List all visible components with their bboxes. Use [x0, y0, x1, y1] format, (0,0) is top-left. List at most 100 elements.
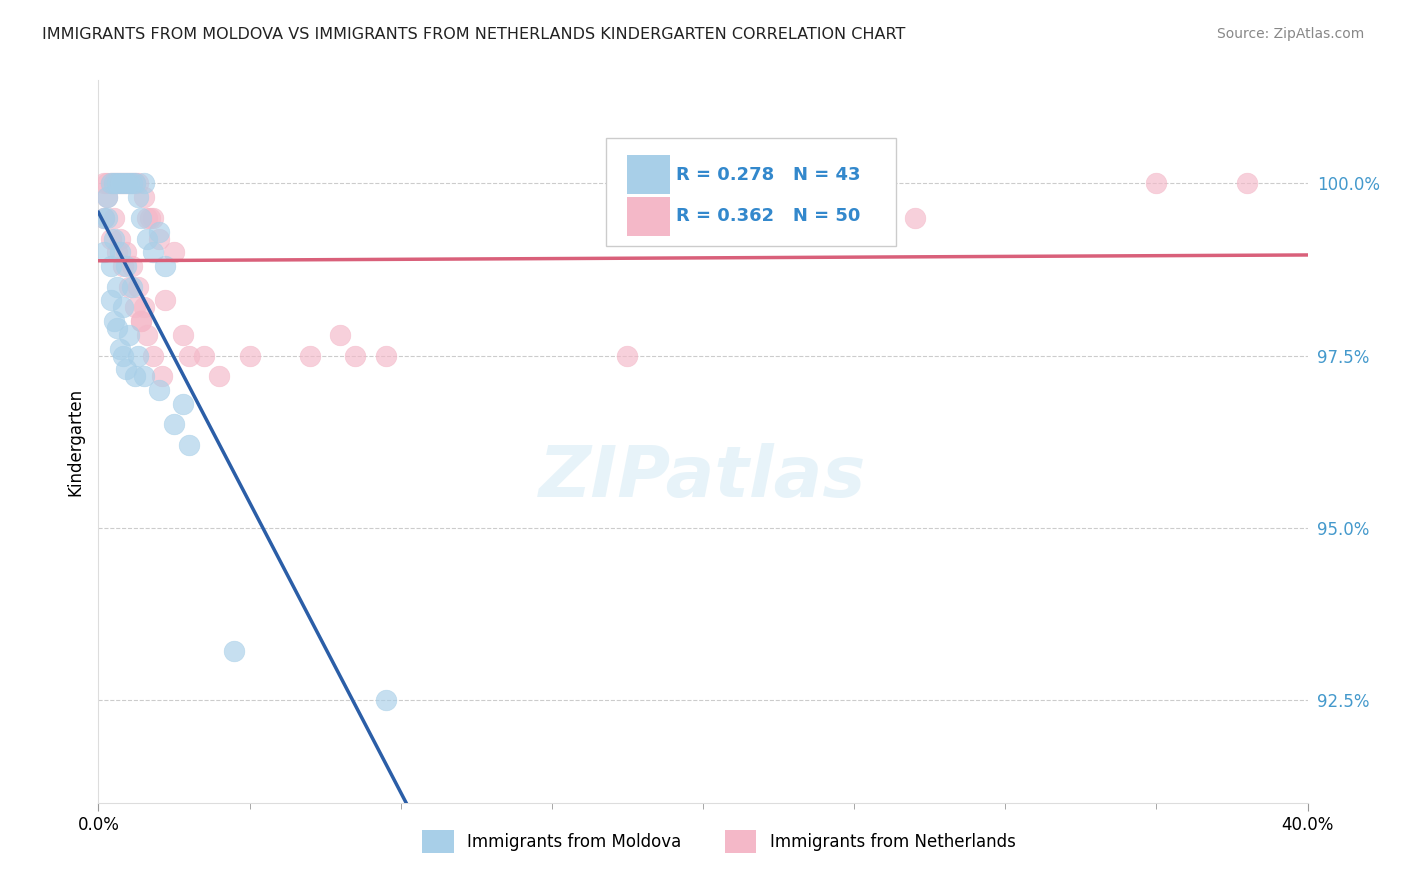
FancyBboxPatch shape [627, 155, 671, 194]
Point [179, 438, 201, 452]
Point [135, 327, 157, 342]
Point [111, 301, 134, 315]
Point [224, 644, 246, 658]
FancyBboxPatch shape [627, 196, 671, 235]
Point [374, 692, 396, 706]
Point [148, 225, 170, 239]
Point [100, 177, 122, 191]
Point [121, 279, 143, 293]
Point [124, 301, 146, 315]
Point [150, 369, 173, 384]
Point [105, 321, 128, 335]
Point [118, 177, 141, 191]
Point [127, 279, 149, 293]
Point [114, 177, 136, 191]
Point [111, 349, 134, 363]
Point [172, 327, 194, 342]
Point [100, 177, 122, 191]
Point [114, 362, 136, 376]
Point [93, 211, 115, 225]
Point [105, 177, 128, 191]
Point [93, 177, 115, 191]
Point [118, 327, 141, 342]
Point [139, 211, 162, 225]
Point [616, 349, 638, 363]
Point [124, 369, 146, 384]
Point [93, 245, 115, 260]
Point [124, 177, 146, 191]
Point [93, 211, 115, 225]
Point [132, 190, 155, 204]
Point [105, 177, 128, 191]
Point [103, 211, 125, 225]
Point [208, 369, 231, 384]
Point [129, 314, 152, 328]
Point [118, 279, 141, 293]
Point [127, 177, 149, 191]
Point [96, 211, 118, 225]
Point [148, 383, 170, 397]
Point [163, 245, 186, 260]
Point [96, 190, 118, 204]
Point [132, 301, 155, 315]
Point [108, 177, 131, 191]
Point [121, 177, 143, 191]
Point [129, 314, 152, 328]
Point [121, 259, 143, 273]
Point [108, 177, 131, 191]
Point [114, 245, 136, 260]
Point [103, 314, 125, 328]
Point [111, 177, 134, 191]
Point [153, 293, 176, 308]
Point [127, 349, 149, 363]
Text: R = 0.278   N = 43: R = 0.278 N = 43 [676, 166, 860, 184]
Point [142, 349, 165, 363]
Point [239, 349, 262, 363]
Point [172, 397, 194, 411]
Point [111, 259, 134, 273]
Point [329, 327, 352, 342]
Point [114, 177, 136, 191]
Point [344, 349, 367, 363]
Point [163, 417, 186, 432]
Point [118, 177, 141, 191]
Point [904, 211, 927, 225]
Point [193, 349, 215, 363]
Point [103, 177, 125, 191]
Point [103, 177, 125, 191]
Point [1236, 177, 1258, 191]
Point [103, 231, 125, 245]
Point [105, 279, 128, 293]
Point [100, 293, 122, 308]
Point [127, 190, 149, 204]
Point [96, 190, 118, 204]
Point [114, 259, 136, 273]
Point [100, 231, 122, 245]
Point [96, 177, 118, 191]
FancyBboxPatch shape [606, 138, 897, 246]
FancyBboxPatch shape [724, 830, 756, 854]
Point [135, 231, 157, 245]
Text: Immigrants from Moldova: Immigrants from Moldova [467, 833, 682, 851]
Point [148, 231, 170, 245]
Point [108, 231, 131, 245]
Text: ZIPatlas: ZIPatlas [540, 443, 866, 512]
Point [299, 349, 322, 363]
Text: R = 0.362   N = 50: R = 0.362 N = 50 [676, 207, 860, 225]
Point [142, 245, 165, 260]
Point [100, 259, 122, 273]
Point [129, 211, 152, 225]
Point [108, 342, 131, 356]
Y-axis label: Kindergarten: Kindergarten [66, 387, 84, 496]
Point [111, 177, 134, 191]
Point [153, 259, 176, 273]
Text: IMMIGRANTS FROM MOLDOVA VS IMMIGRANTS FROM NETHERLANDS KINDERGARTEN CORRELATION : IMMIGRANTS FROM MOLDOVA VS IMMIGRANTS FR… [42, 27, 905, 42]
Point [179, 349, 201, 363]
Text: Immigrants from Netherlands: Immigrants from Netherlands [769, 833, 1015, 851]
Point [124, 177, 146, 191]
Point [1146, 177, 1168, 191]
Point [121, 177, 143, 191]
Point [105, 245, 128, 260]
Point [374, 349, 396, 363]
Point [135, 211, 157, 225]
